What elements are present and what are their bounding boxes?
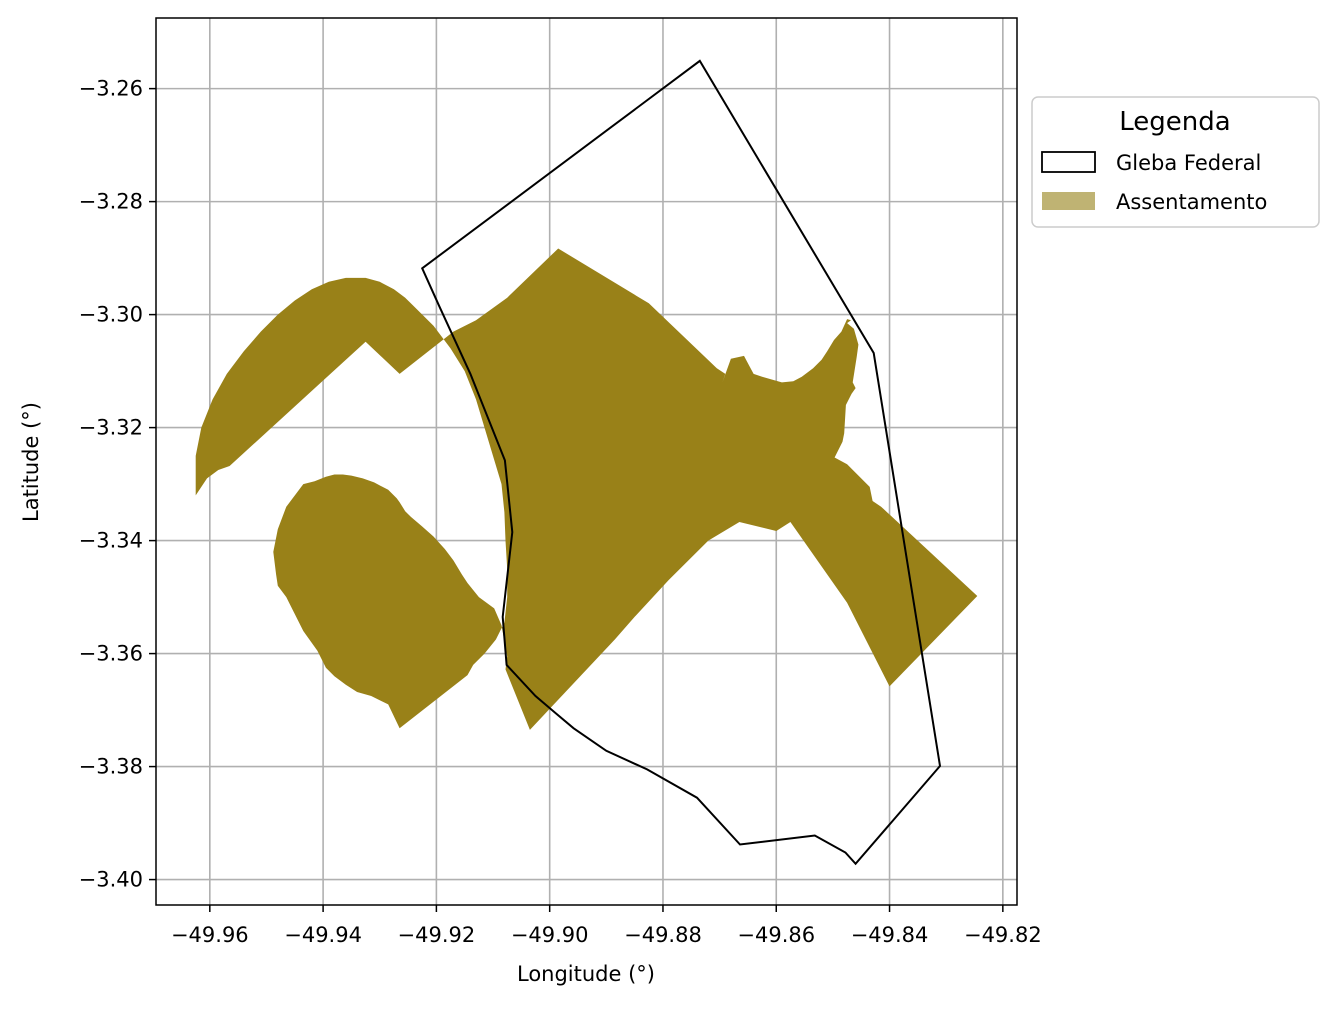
x-tick-label-3: −49.90	[511, 923, 589, 947]
y-tick-label-4: −3.34	[79, 529, 143, 553]
legend-swatch-gleba-federal	[1041, 151, 1096, 173]
x-tick-label-7: −49.82	[964, 923, 1042, 947]
y-tick-label-2: −3.30	[79, 303, 143, 327]
y-tick-label-0: −3.26	[79, 77, 143, 101]
y-axis-label: Latitude (°)	[19, 402, 43, 522]
plot-frame	[155, 17, 1018, 906]
y-tick-label-5: −3.36	[79, 642, 143, 666]
y-tick-label-7: −3.40	[79, 868, 143, 892]
x-tick-label-1: −49.94	[284, 923, 362, 947]
x-tick-label-0: −49.96	[171, 923, 249, 947]
x-tick-label-6: −49.84	[851, 923, 929, 947]
legend-label-assentamento: Assentamento	[1116, 190, 1267, 214]
legend-swatch-assentamento	[1042, 192, 1095, 210]
x-tick-label-5: −49.86	[737, 923, 815, 947]
legend-box	[1031, 96, 1320, 228]
x-tick-label-2: −49.92	[398, 923, 476, 947]
x-axis-label: Longitude (°)	[517, 962, 655, 986]
y-tick-label-3: −3.32	[79, 416, 143, 440]
gleba-federal-polygon	[420, 59, 942, 866]
y-tick-label-1: −3.28	[79, 190, 143, 214]
assentamento-polygon	[195, 248, 978, 730]
x-tick-label-4: −49.88	[624, 923, 702, 947]
x-axis-ticks: −49.96 −49.94 −49.92 −49.90 −49.88 −49.86 −49.…	[171, 905, 1042, 947]
legend-title: Legenda	[1119, 107, 1230, 137]
y-axis-ticks: −3.26 −3.28 −3.30 −3.32 −3.34 −3.36 −3.38 −3.40	[79, 77, 156, 892]
y-tick-label-6: −3.38	[79, 755, 143, 779]
legend-label-gleba-federal: Gleba Federal	[1116, 151, 1261, 175]
legend: Legenda Gleba Federal Assentamento	[1031, 96, 1320, 228]
plot-layers	[195, 59, 978, 866]
